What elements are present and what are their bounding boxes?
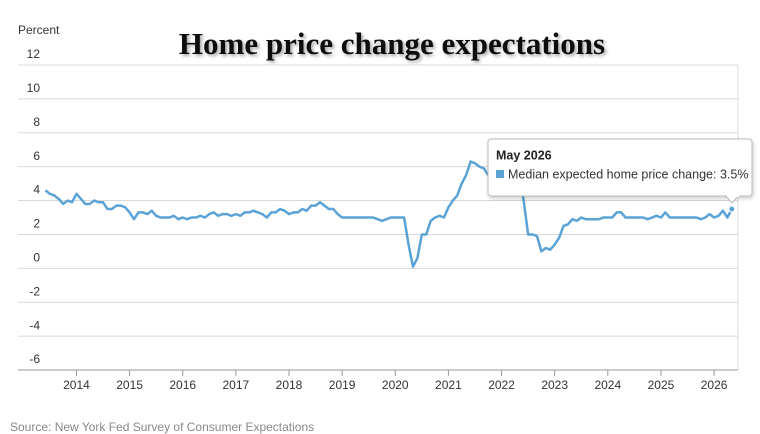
y-tick-label: 2: [33, 217, 40, 231]
y-tick-label: 6: [33, 149, 40, 163]
x-tick-label: 2016: [169, 378, 196, 392]
y-tick-label: 12: [27, 47, 41, 61]
tooltip-swatch: [496, 170, 504, 178]
x-tick-label: 2026: [701, 378, 728, 392]
tooltip-box: [487, 138, 753, 197]
y-tick-label: -4: [29, 318, 40, 332]
source-note: Source: New York Fed Survey of Consumer …: [10, 420, 314, 434]
x-tick-label: 2014: [63, 378, 90, 392]
x-tick-label: 2020: [382, 378, 409, 392]
series-line: [44, 160, 733, 268]
tooltip-pointer-cover: [727, 194, 739, 197]
x-tick-label: 2022: [488, 378, 515, 392]
tooltip-text: Median expected home price change: 3.5%: [508, 167, 748, 181]
y-tick-label: -2: [29, 284, 40, 298]
x-tick-label: 2017: [223, 378, 250, 392]
y-tick-label: 10: [27, 81, 41, 95]
x-tick-label: 2018: [276, 378, 303, 392]
tooltip: May 2026 Median expected home price chan…: [487, 138, 753, 204]
x-tick-label: 2023: [541, 378, 568, 392]
tooltip-title: May 2026: [496, 148, 552, 162]
x-tick-label: 2015: [116, 378, 143, 392]
y-tick-label: 4: [33, 183, 40, 197]
x-tick-label: 2024: [594, 378, 621, 392]
tooltip-pointer: [724, 195, 740, 204]
y-tick-label: 8: [33, 115, 40, 129]
y-tick-label: 0: [33, 251, 40, 265]
x-tick-label: 2019: [329, 378, 356, 392]
y-tick-label: -6: [29, 352, 40, 366]
x-tick-label: 2025: [648, 378, 675, 392]
y-axis-label: Percent: [18, 23, 60, 37]
hover-point: [728, 205, 736, 213]
x-tick-label: 2021: [435, 378, 462, 392]
chart-title: Home price change expectations: [179, 26, 605, 61]
plot-area: -6 -4 -2 0 2 4 6 8 10 12 2014 2015 2016 2017 2018 2019 2…: [18, 47, 739, 392]
